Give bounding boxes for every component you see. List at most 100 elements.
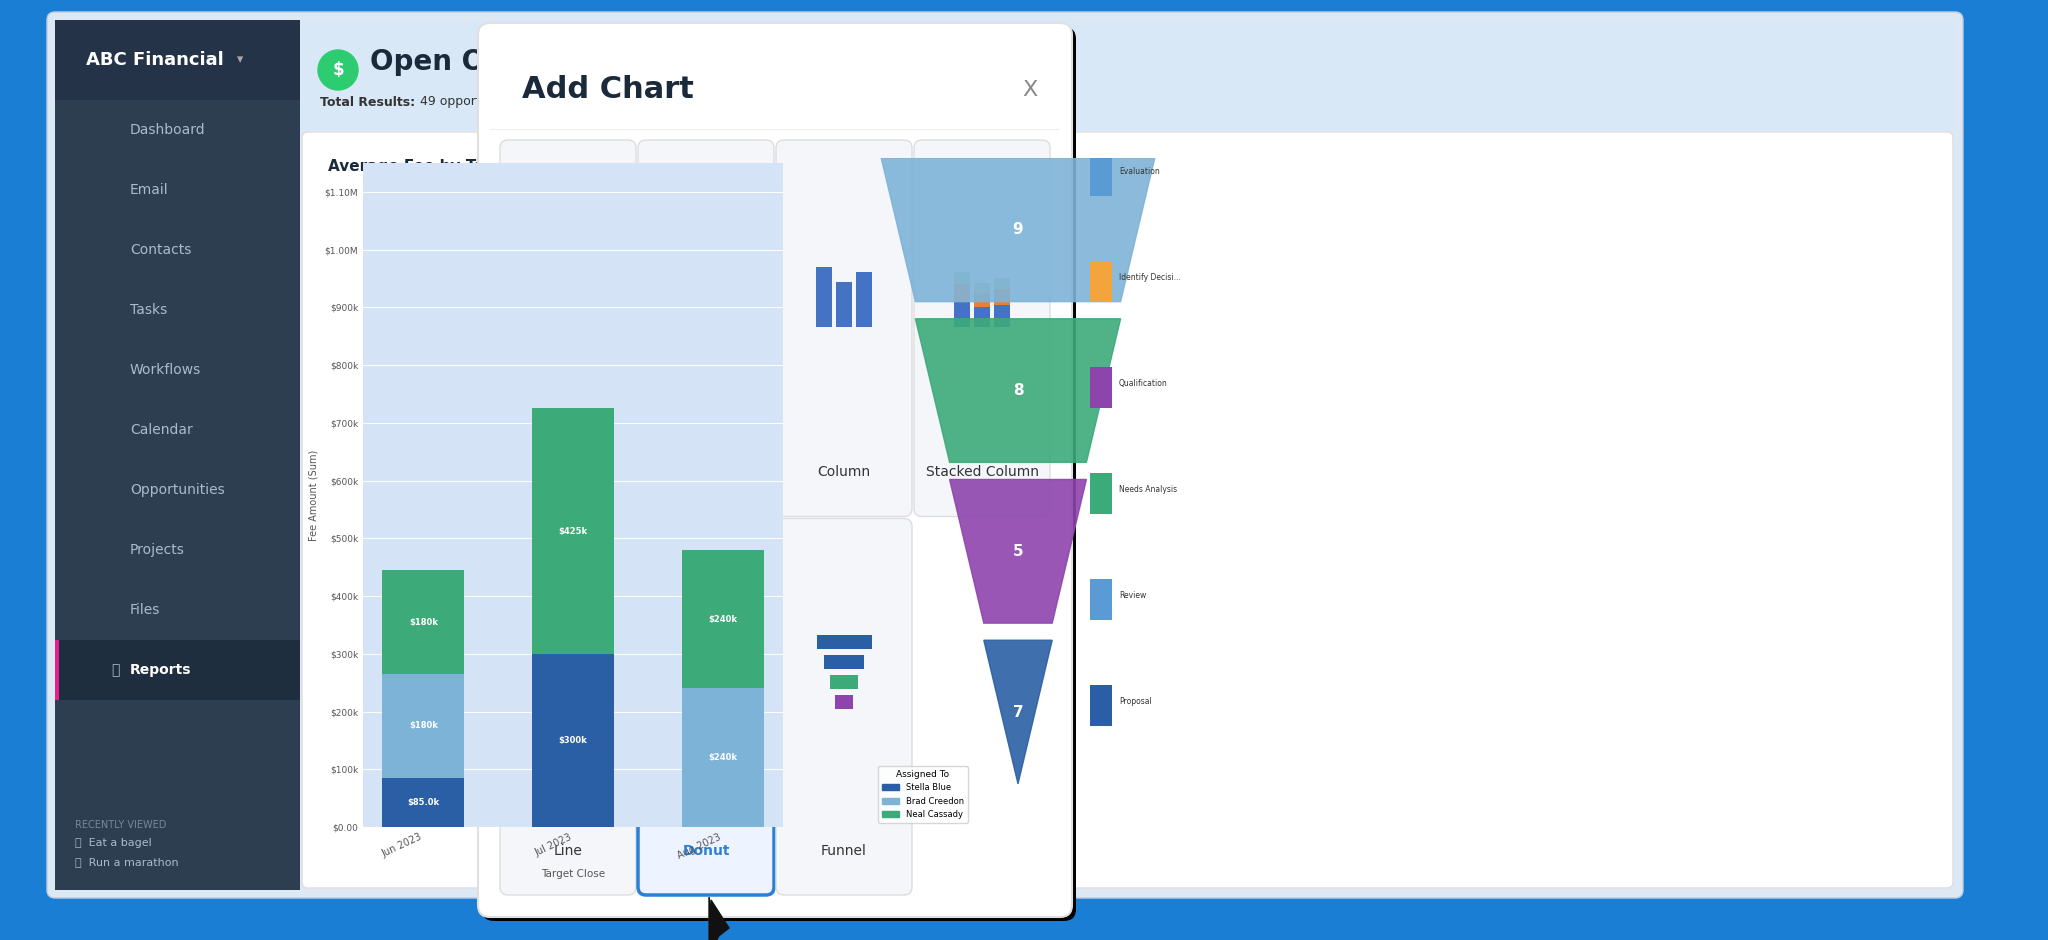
- Y-axis label: Fee Amount (Sum): Fee Amount (Sum): [309, 449, 319, 540]
- FancyBboxPatch shape: [477, 23, 1071, 917]
- Bar: [719, 306, 729, 315]
- Bar: [993, 278, 1010, 290]
- Text: Bar: Bar: [555, 465, 580, 479]
- FancyBboxPatch shape: [301, 132, 1954, 888]
- Text: Average Fee by Target Close: Average Fee by Target Close: [328, 159, 571, 174]
- Bar: [815, 267, 831, 327]
- Text: $85.0k: $85.0k: [408, 798, 440, 807]
- Bar: [383, 674, 465, 778]
- Text: Line: Line: [553, 844, 582, 858]
- Text: ABC Financial: ABC Financial: [86, 51, 223, 69]
- Bar: [383, 778, 465, 827]
- Text: Last Run Date:: Last Run Date:: [559, 96, 664, 108]
- Bar: [1090, 473, 1112, 513]
- Wedge shape: [676, 633, 743, 671]
- Bar: [836, 695, 854, 709]
- Legend: Stella Blue, Brad Creedon, Neal Cassady: Stella Blue, Brad Creedon, Neal Cassady: [879, 766, 969, 822]
- Bar: [489, 129, 1061, 130]
- Text: 9: 9: [1012, 223, 1024, 237]
- FancyBboxPatch shape: [500, 519, 637, 895]
- Bar: [993, 290, 1010, 306]
- Text: Evaluation: Evaluation: [1118, 167, 1159, 176]
- Text: 7: 7: [1012, 705, 1024, 719]
- Text: Stacked Column: Stacked Column: [926, 465, 1038, 479]
- Bar: [700, 293, 717, 304]
- Polygon shape: [915, 319, 1120, 462]
- Bar: [678, 281, 700, 291]
- Bar: [678, 306, 700, 315]
- Bar: [975, 307, 989, 327]
- Bar: [700, 281, 717, 291]
- Text: Jun 13, 2023 at 4: Jun 13, 2023 at 4: [676, 96, 782, 108]
- Bar: [954, 302, 971, 327]
- Bar: [719, 269, 729, 279]
- Text: Identify Decisi...: Identify Decisi...: [1118, 274, 1180, 282]
- Bar: [700, 306, 717, 315]
- Bar: [383, 570, 465, 674]
- FancyBboxPatch shape: [639, 519, 774, 895]
- FancyBboxPatch shape: [913, 140, 1051, 516]
- Polygon shape: [713, 902, 727, 940]
- Bar: [954, 284, 971, 302]
- Text: $425k: $425k: [559, 527, 588, 536]
- Text: 🏃  Run a marathon: 🏃 Run a marathon: [76, 857, 178, 867]
- Text: Funnel: Funnel: [821, 844, 866, 858]
- Text: $240k: $240k: [709, 615, 737, 623]
- Bar: [954, 273, 971, 284]
- Text: $: $: [332, 61, 344, 79]
- Bar: [1090, 684, 1112, 726]
- Text: ▾: ▾: [238, 54, 244, 67]
- Text: Stacked Bar: Stacked Bar: [664, 465, 748, 479]
- Text: Calendar: Calendar: [129, 423, 193, 437]
- Bar: [678, 269, 700, 279]
- Text: Projects: Projects: [129, 543, 184, 557]
- Polygon shape: [881, 158, 1155, 302]
- Text: Tasks: Tasks: [129, 303, 168, 317]
- Text: Donut: Donut: [682, 844, 729, 858]
- Text: Review: Review: [1118, 591, 1147, 601]
- Text: Total Results:: Total Results:: [319, 96, 416, 108]
- Text: Workflows: Workflows: [129, 363, 201, 377]
- Polygon shape: [709, 897, 725, 940]
- FancyBboxPatch shape: [776, 519, 911, 895]
- Bar: [55, 20, 299, 100]
- Text: ⏱: ⏱: [111, 663, 119, 677]
- Bar: [817, 634, 872, 649]
- Polygon shape: [983, 640, 1053, 784]
- Bar: [719, 293, 729, 304]
- Bar: [823, 654, 864, 668]
- Bar: [541, 274, 596, 288]
- Bar: [975, 283, 989, 293]
- Text: Add Chart: Add Chart: [522, 75, 694, 104]
- Bar: [678, 293, 700, 304]
- Text: 5: 5: [1012, 544, 1024, 558]
- Text: $180k: $180k: [410, 618, 438, 627]
- Bar: [1090, 367, 1112, 408]
- Text: Email: Email: [129, 183, 168, 197]
- Text: Needs Analysis: Needs Analysis: [1118, 485, 1178, 494]
- Bar: [55, 640, 299, 700]
- Text: Contacts: Contacts: [129, 243, 190, 257]
- FancyBboxPatch shape: [500, 140, 637, 516]
- Circle shape: [317, 50, 358, 90]
- FancyBboxPatch shape: [481, 27, 1075, 921]
- Bar: [541, 288, 582, 297]
- Text: Qualification: Qualification: [1118, 379, 1167, 388]
- Bar: [993, 306, 1010, 327]
- Text: 49 opportunities: 49 opportunities: [420, 96, 522, 108]
- Polygon shape: [711, 900, 729, 940]
- Text: RECENTLY VIEWED: RECENTLY VIEWED: [76, 820, 166, 830]
- Bar: [700, 269, 717, 279]
- Polygon shape: [950, 479, 1085, 623]
- Text: 🗓  Eat a bagel: 🗓 Eat a bagel: [76, 838, 152, 848]
- Bar: [532, 654, 614, 827]
- Bar: [682, 688, 764, 827]
- FancyBboxPatch shape: [47, 12, 1962, 898]
- Wedge shape: [684, 671, 743, 709]
- Bar: [1090, 260, 1112, 302]
- Bar: [682, 550, 764, 688]
- Bar: [975, 293, 989, 307]
- Bar: [829, 675, 858, 689]
- Text: Reports: Reports: [129, 663, 193, 677]
- Bar: [299, 20, 1956, 130]
